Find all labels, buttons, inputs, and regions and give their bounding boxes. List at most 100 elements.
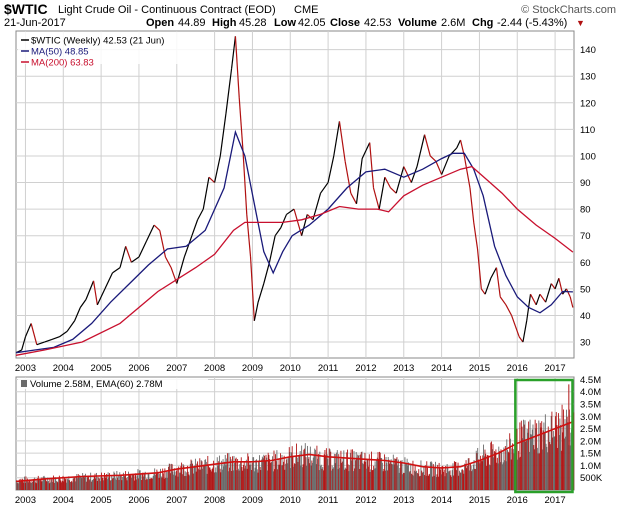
- price-series-segment: [550, 283, 556, 290]
- highlight-box: [514, 378, 574, 494]
- volume-bar: [346, 452, 348, 490]
- volume-bar: [58, 478, 60, 490]
- volume-bar: [79, 474, 81, 490]
- volume-bar: [416, 472, 418, 490]
- volume-bar: [496, 462, 498, 490]
- volume-bar: [101, 477, 103, 490]
- volume-bar: [203, 464, 205, 490]
- price-y-tick-label: 140: [580, 45, 596, 56]
- volume-bar: [544, 433, 546, 490]
- volume-bar: [494, 452, 496, 490]
- volume-bar: [377, 452, 379, 490]
- volume-bar: [132, 473, 134, 490]
- volume-bar: [427, 475, 429, 490]
- volume-bar: [343, 450, 345, 490]
- volume-bar: [563, 438, 565, 490]
- volume-bar: [408, 462, 410, 490]
- volume-bar: [65, 478, 67, 490]
- volume-bar: [331, 465, 333, 490]
- price-series-segment: [268, 235, 276, 263]
- volume-bar: [169, 463, 171, 490]
- volume-bar: [488, 464, 490, 490]
- volume-bar: [520, 420, 522, 490]
- volume-bar: [285, 459, 287, 490]
- volume-bar: [526, 429, 528, 490]
- volume-bar: [534, 419, 536, 490]
- volume-bar: [320, 465, 321, 490]
- volume-bar: [283, 455, 285, 490]
- volume-bar: [469, 470, 471, 490]
- volume-bar: [560, 450, 562, 490]
- volume-bar: [128, 471, 129, 490]
- volume-bar: [513, 453, 515, 490]
- volume-bar: [376, 457, 378, 490]
- price-series-segment: [390, 187, 397, 194]
- volume-bar: [50, 479, 52, 490]
- volume-bar: [486, 455, 488, 490]
- volume-bar: [269, 459, 271, 490]
- volume-bar: [415, 471, 417, 490]
- price-x-tick-label: 2005: [91, 363, 112, 374]
- volume-bar: [301, 445, 303, 490]
- volume-bar: [130, 477, 132, 490]
- volume-bar: [97, 476, 99, 490]
- brand-link[interactable]: © StockCharts.com: [521, 4, 616, 16]
- volume-bar: [200, 469, 201, 490]
- volume-bar: [282, 465, 284, 490]
- volume-bar: [61, 482, 63, 490]
- volume-bar: [525, 441, 527, 490]
- volume-bar: [159, 473, 161, 490]
- volume-bar: [155, 473, 157, 490]
- volume-bar: [344, 467, 346, 490]
- volume-bar: [492, 444, 494, 490]
- volume-bar: [277, 469, 279, 490]
- volume-bar: [296, 443, 297, 490]
- price-y-tick-label: 120: [580, 98, 596, 109]
- volume-bar: [237, 459, 239, 490]
- volume-bar: [400, 461, 402, 490]
- volume-bar: [128, 474, 130, 490]
- volume-bar: [518, 457, 520, 490]
- volume-bar: [64, 477, 65, 490]
- volume-bar: [319, 451, 321, 490]
- price-series-segment: [522, 320, 528, 343]
- price-y-tick-label: 130: [580, 72, 596, 83]
- volume-y-tick-label: 2.5M: [580, 424, 601, 435]
- volume-bar: [216, 457, 218, 490]
- price-series-segment: [511, 315, 516, 327]
- volume-bar: [225, 465, 227, 490]
- volume-bar: [181, 474, 183, 490]
- volume-bar: [352, 471, 354, 490]
- volume-bar: [567, 422, 569, 490]
- volume-bar: [552, 431, 554, 490]
- volume-bar: [324, 450, 326, 490]
- volume-bar: [570, 432, 572, 490]
- volume-bar: [74, 477, 76, 490]
- volume-bar: [378, 458, 380, 490]
- price-panel: 30 40 50 60 70 80 90 100 110 120 130 140 2003 2004 200…: [15, 30, 596, 374]
- volume-bar: [496, 457, 498, 490]
- volume-bar: [389, 461, 391, 490]
- price-legend: $WTIC (Weekly) 42.53 (21 Jun)MA(50) 48.8…: [18, 32, 214, 69]
- price-series-segment: [274, 227, 282, 237]
- volume-bar: [16, 483, 18, 490]
- volume-bar: [416, 470, 418, 490]
- volume-bar: [232, 470, 234, 490]
- volume-bar: [333, 467, 335, 490]
- volume-bar: [108, 477, 110, 490]
- volume-bar: [502, 462, 504, 490]
- volume-bar: [501, 450, 503, 490]
- price-series-segment: [253, 302, 259, 321]
- volume-bar: [472, 464, 474, 490]
- volume-bar: [216, 472, 217, 490]
- volume-bar: [210, 469, 212, 490]
- volume-bar: [84, 477, 86, 490]
- volume-bar: [41, 477, 43, 490]
- price-series-segment: [514, 325, 520, 337]
- volume-bar: [162, 468, 164, 490]
- volume-bar: [535, 428, 537, 490]
- volume-bar: [410, 463, 412, 490]
- volume-bar: [174, 471, 176, 490]
- volume-bar: [249, 461, 251, 490]
- volume-bar: [569, 445, 571, 490]
